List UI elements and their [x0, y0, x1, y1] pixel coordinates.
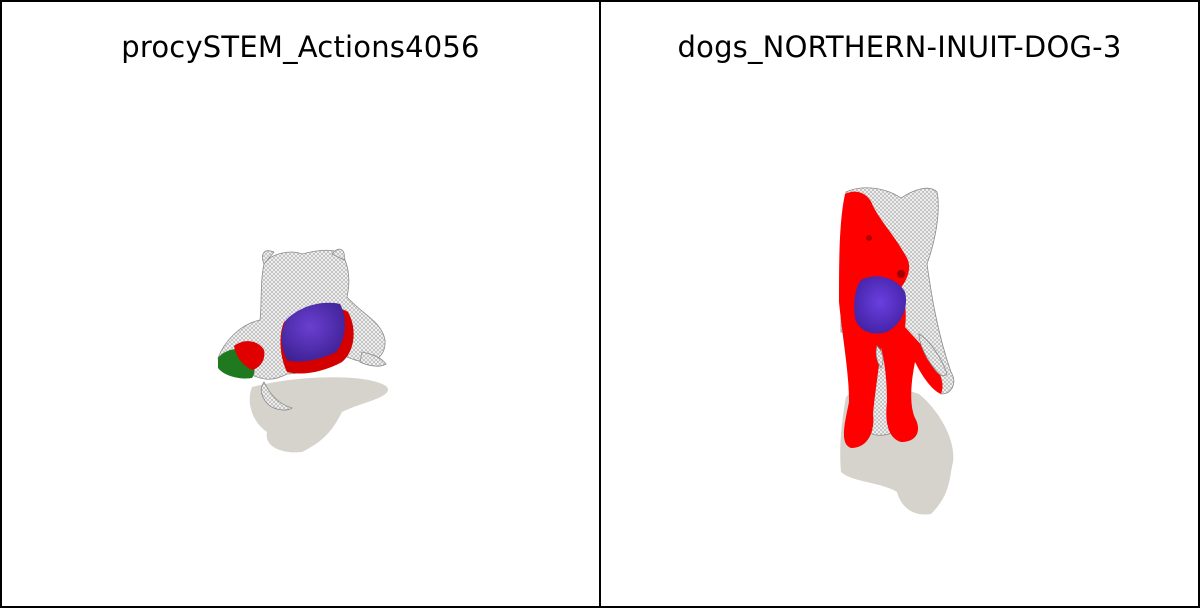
back-leg-mesh — [918, 333, 948, 377]
dog-mesh-render — [839, 187, 955, 515]
procyonid-mesh-render — [217, 248, 388, 453]
dog-eye — [866, 235, 872, 241]
panel-title-left: procySTEM_Actions4056 — [121, 30, 480, 64]
panel-title-right: dogs_NORTHERN-INUIT-DOG-3 — [677, 30, 1122, 64]
overlay-red-left — [234, 341, 265, 370]
overlay-purple — [854, 276, 907, 334]
viewport-right[interactable]: dogs_NORTHERN-INUIT-DOG-3 — [600, 0, 1200, 608]
ground-shadow — [249, 377, 388, 453]
ear-right-mesh — [331, 248, 345, 261]
viewport-left[interactable]: procySTEM_Actions4056 — [0, 0, 600, 608]
ear-left-mesh — [262, 250, 275, 265]
front-paw-mesh — [260, 381, 293, 411]
overlay-purple — [281, 302, 345, 362]
right-paw-mesh — [359, 351, 387, 367]
dog-nose — [897, 270, 905, 278]
left-leg-mesh — [875, 345, 884, 369]
